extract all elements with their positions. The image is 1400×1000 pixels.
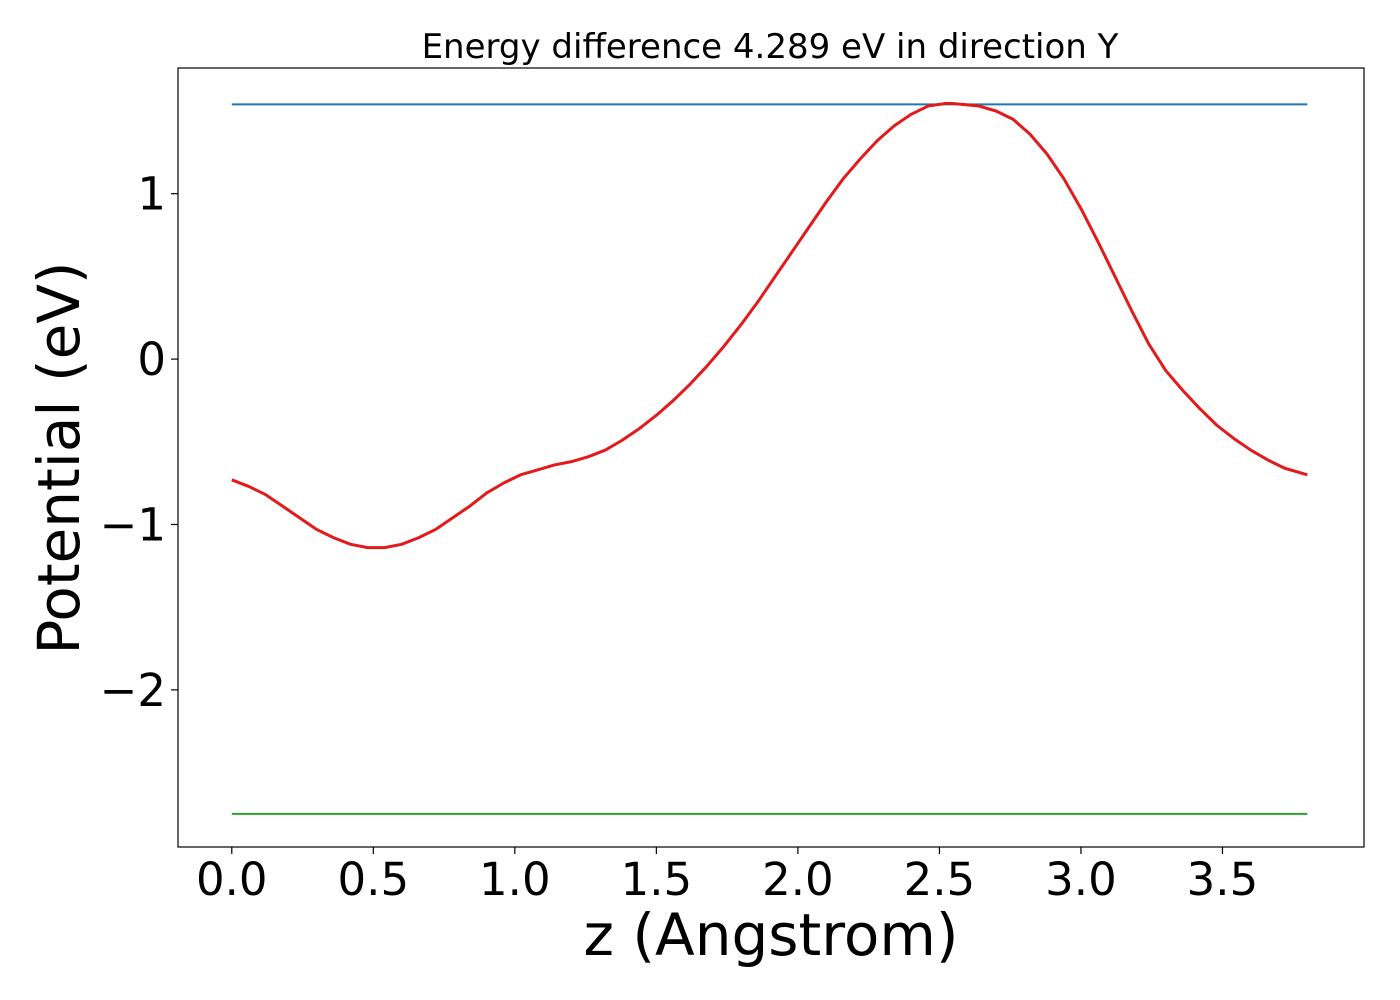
x-tick-label: 1.5 [621, 853, 693, 906]
plot-area-frame [177, 67, 1365, 848]
x-tick-label: 3.0 [1045, 853, 1117, 906]
y-axis-label: Potential (eV) [25, 261, 93, 654]
x-axis-label: z (Angstrom) [584, 901, 959, 969]
series-layer [231, 102, 1308, 815]
y-tick-label: −2 [100, 664, 166, 717]
y-tick-label: 0 [137, 333, 166, 386]
y-tick-label: −1 [100, 498, 166, 551]
x-tick-label: 1.0 [479, 853, 551, 906]
x-tick-label: 0.5 [338, 853, 410, 906]
series-line-2 [231, 102, 1308, 550]
chart-title: Energy difference 4.289 eV in direction … [422, 27, 1119, 67]
y-tick-label: 1 [137, 168, 166, 221]
x-tick-label: 3.5 [1187, 853, 1259, 906]
x-tick-label: 2.5 [904, 853, 976, 906]
x-tick-label: 0.0 [196, 853, 268, 906]
x-tick-label: 2.0 [762, 853, 834, 906]
y-axis-ticks: −2 −1 0 1 [100, 168, 178, 717]
x-axis-ticks: 0.0 0.5 1.0 1.5 2.0 2.5 3.0 3.5 [196, 847, 1258, 906]
